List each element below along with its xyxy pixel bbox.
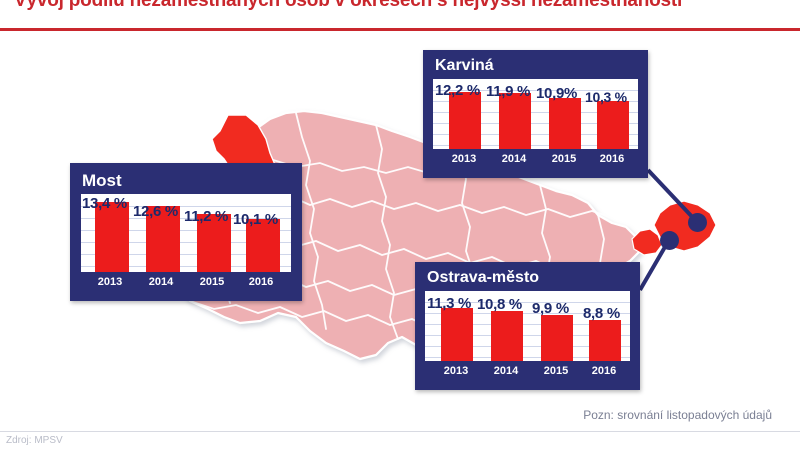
year-label-ostrava-2015: 2015: [543, 365, 569, 377]
year-label-ostrava-2014: 2014: [493, 365, 519, 377]
value-label-karvina-2015: 10,9%: [536, 85, 578, 102]
year-label-most-2016: 2016: [248, 276, 274, 288]
year-label-karvina-2014: 2014: [501, 153, 527, 165]
year-label-karvina-2013: 2013: [451, 153, 477, 165]
chart-card-ostrava-title: Ostrava-město: [427, 269, 540, 286]
year-label-most-2013: 2013: [97, 276, 123, 288]
bar-karvina-2013: [449, 92, 481, 149]
chart-plot-karvina: [433, 79, 638, 149]
year-label-most-2015: 2015: [199, 276, 225, 288]
bar-most-2013: [95, 202, 129, 272]
year-label-most-2014: 2014: [148, 276, 174, 288]
chart-card-ostrava[interactable]: Ostrava-město 11,3 % 10,8 % 9,9 % 8,8 % …: [415, 262, 640, 390]
value-label-ostrava-2016: 8,8 %: [583, 305, 620, 322]
bar-karvina-2015: [549, 98, 581, 149]
bar-most-2014: [146, 206, 180, 272]
bar-most-2016: [246, 219, 280, 272]
value-label-most-2014: 12,6 %: [133, 203, 178, 220]
chart-card-most-title: Most: [82, 171, 122, 190]
chart-card-karvina-title: Karviná: [435, 57, 494, 74]
chart-note: Pozn: srovnání listopadových údajů: [583, 408, 772, 422]
value-label-ostrava-2014: 10,8 %: [477, 296, 522, 313]
year-label-karvina-2016: 2016: [599, 153, 625, 165]
bar-karvina-2014: [499, 93, 531, 149]
page-title: Vývoj podílu nezaměstnaných osob v okres…: [14, 0, 683, 11]
chart-plot-most: [81, 194, 291, 272]
bar-karvina-2016: [597, 100, 629, 149]
value-label-ostrava-2015: 9,9 %: [532, 300, 569, 317]
title-divider: [0, 28, 800, 31]
value-label-ostrava-2013: 11,3 %: [427, 295, 472, 312]
value-label-most-2015: 11,2 %: [184, 208, 229, 225]
bar-ostrava-2016: [589, 319, 621, 361]
value-label-karvina-2016: 10,3 %: [585, 89, 627, 105]
chart-plot-ostrava: [425, 291, 630, 361]
footer-divider: [0, 431, 800, 432]
year-label-ostrava-2016: 2016: [591, 365, 617, 377]
bar-most-2015: [197, 213, 231, 272]
chart-card-most[interactable]: Most 13,4 % 12,6 % 11,2 % 10,1 % 2013 20…: [70, 163, 302, 301]
bar-ostrava-2014: [491, 310, 523, 361]
value-label-karvina-2013: 12,2 %: [435, 82, 480, 99]
bar-ostrava-2013: [441, 308, 473, 361]
year-label-ostrava-2013: 2013: [443, 365, 469, 377]
value-label-karvina-2014: 11,9 %: [486, 83, 531, 100]
value-label-most-2016: 10,1 %: [233, 211, 278, 228]
bar-ostrava-2015: [541, 314, 573, 361]
chart-card-karvina[interactable]: Karviná 12,2 % 11,9 % 10,9% 10,3 % 2013 …: [423, 50, 648, 178]
map-marker-ostrava[interactable]: [660, 231, 679, 250]
year-label-karvina-2015: 2015: [551, 153, 577, 165]
value-label-most-2013: 13,4 %: [82, 195, 127, 212]
source-label: Zdroj: MPSV: [6, 435, 63, 446]
map-marker-karvina[interactable]: [688, 213, 707, 232]
